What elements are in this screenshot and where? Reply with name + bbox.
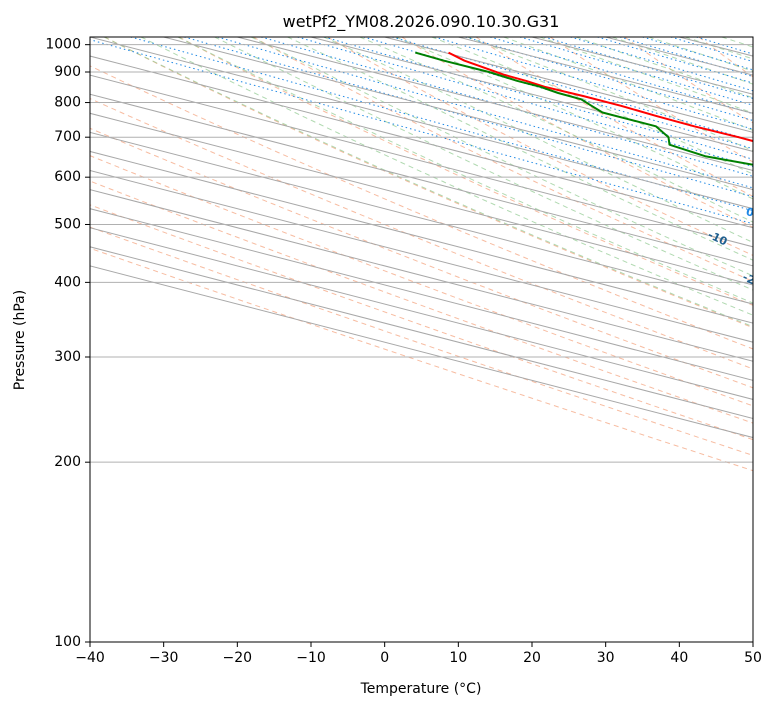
mixing-ratio-line <box>489 37 753 115</box>
chart-title: wetPf2_YM08.2026.090.10.30.G31 <box>283 12 560 32</box>
y-tick-label: 600 <box>54 169 81 185</box>
isotherm-line <box>90 265 753 439</box>
y-tick-label: 400 <box>54 274 81 290</box>
x-tick-label: 30 <box>597 650 615 666</box>
x-tick-label: 40 <box>670 650 688 666</box>
isotherm-line <box>163 37 753 191</box>
moist-adiabat-line <box>467 37 753 152</box>
moist-adiabat-line <box>539 37 753 114</box>
x-tick-label: 20 <box>523 650 541 666</box>
moist-adiabat-line <box>250 37 753 277</box>
x-tick-label: 0 <box>380 650 389 666</box>
isotherm-line <box>90 37 753 210</box>
mixing-ratio-line <box>130 37 753 212</box>
y-axis-label: Pressure (hPa) <box>12 290 28 390</box>
y-tick-label: 300 <box>54 349 81 365</box>
isobars <box>90 44 753 642</box>
y-tick-label: 200 <box>54 454 81 470</box>
dry-adiabat-line <box>624 37 753 124</box>
y-tick-label: 800 <box>54 95 81 111</box>
isotherms <box>90 37 753 439</box>
plot-area: -100-90-80-70-60-50-40-30-20-100.10.20.4… <box>90 37 767 642</box>
y-tick-label: 500 <box>54 216 81 232</box>
x-tick-label: −20 <box>223 650 253 666</box>
mixing-ratio-label: 0.1 <box>745 205 767 223</box>
isotherm-line <box>90 208 753 381</box>
moist-adiabat-line <box>575 37 753 99</box>
temperature-profile-line <box>448 51 753 143</box>
dewpoint-profile-line <box>415 51 753 166</box>
y-tick-label: 100 <box>54 634 81 650</box>
isotherm-line <box>237 37 753 172</box>
dry-adiabat-line <box>90 180 753 424</box>
x-tick-label: 50 <box>744 650 762 666</box>
y-tick-label: 700 <box>54 129 81 145</box>
moist-adiabat-line <box>323 37 753 244</box>
isotherm-line <box>90 227 753 400</box>
x-tick-label: −10 <box>296 650 326 666</box>
y-axis-ticks: 100 200 300 400 500 600 700 800 900 1000 <box>45 37 90 650</box>
dry-adiabat-line <box>178 37 753 306</box>
x-axis-label: Temperature (°C) <box>360 681 482 697</box>
x-tick-label: −40 <box>75 650 105 666</box>
dry-adiabat-line <box>104 37 753 329</box>
isotherm-line <box>310 37 753 152</box>
y-tick-label: 900 <box>54 64 81 80</box>
plot-frame <box>89 36 754 643</box>
isotherm-line <box>90 93 753 267</box>
isotherm-line <box>90 131 753 305</box>
moist-adiabat-line <box>395 37 753 200</box>
isotherm-line <box>90 55 753 229</box>
profile-series <box>415 51 753 166</box>
isotherm-line <box>90 112 753 286</box>
mixing-ratio-line <box>519 37 753 106</box>
mixing-ratio-line <box>434 37 753 130</box>
y-tick-label: 1000 <box>45 37 81 53</box>
x-tick-label: −30 <box>149 650 179 666</box>
mixing-ratio-line <box>184 37 753 198</box>
mixing-ratio-line <box>465 37 753 122</box>
mixing-ratio-line <box>324 37 753 160</box>
moist-adiabats <box>103 37 753 328</box>
dry-adiabat-line <box>252 37 753 282</box>
isotherm-line <box>90 74 753 248</box>
mixing-ratio-line <box>90 39 753 225</box>
x-tick-label: 10 <box>449 650 467 666</box>
x-axis-ticks: −40 −30 −20 −10 0 10 20 30 40 50 <box>75 642 762 666</box>
isotherm-line <box>90 170 753 343</box>
moist-adiabat-line <box>140 37 753 316</box>
isotherm-line <box>90 189 753 362</box>
moist-adiabat-line <box>177 37 753 304</box>
dry-adiabat-line <box>90 226 753 456</box>
dry-adiabat-line <box>90 155 753 407</box>
dry-adiabat-line <box>550 37 753 163</box>
isotherm-line <box>90 246 753 420</box>
